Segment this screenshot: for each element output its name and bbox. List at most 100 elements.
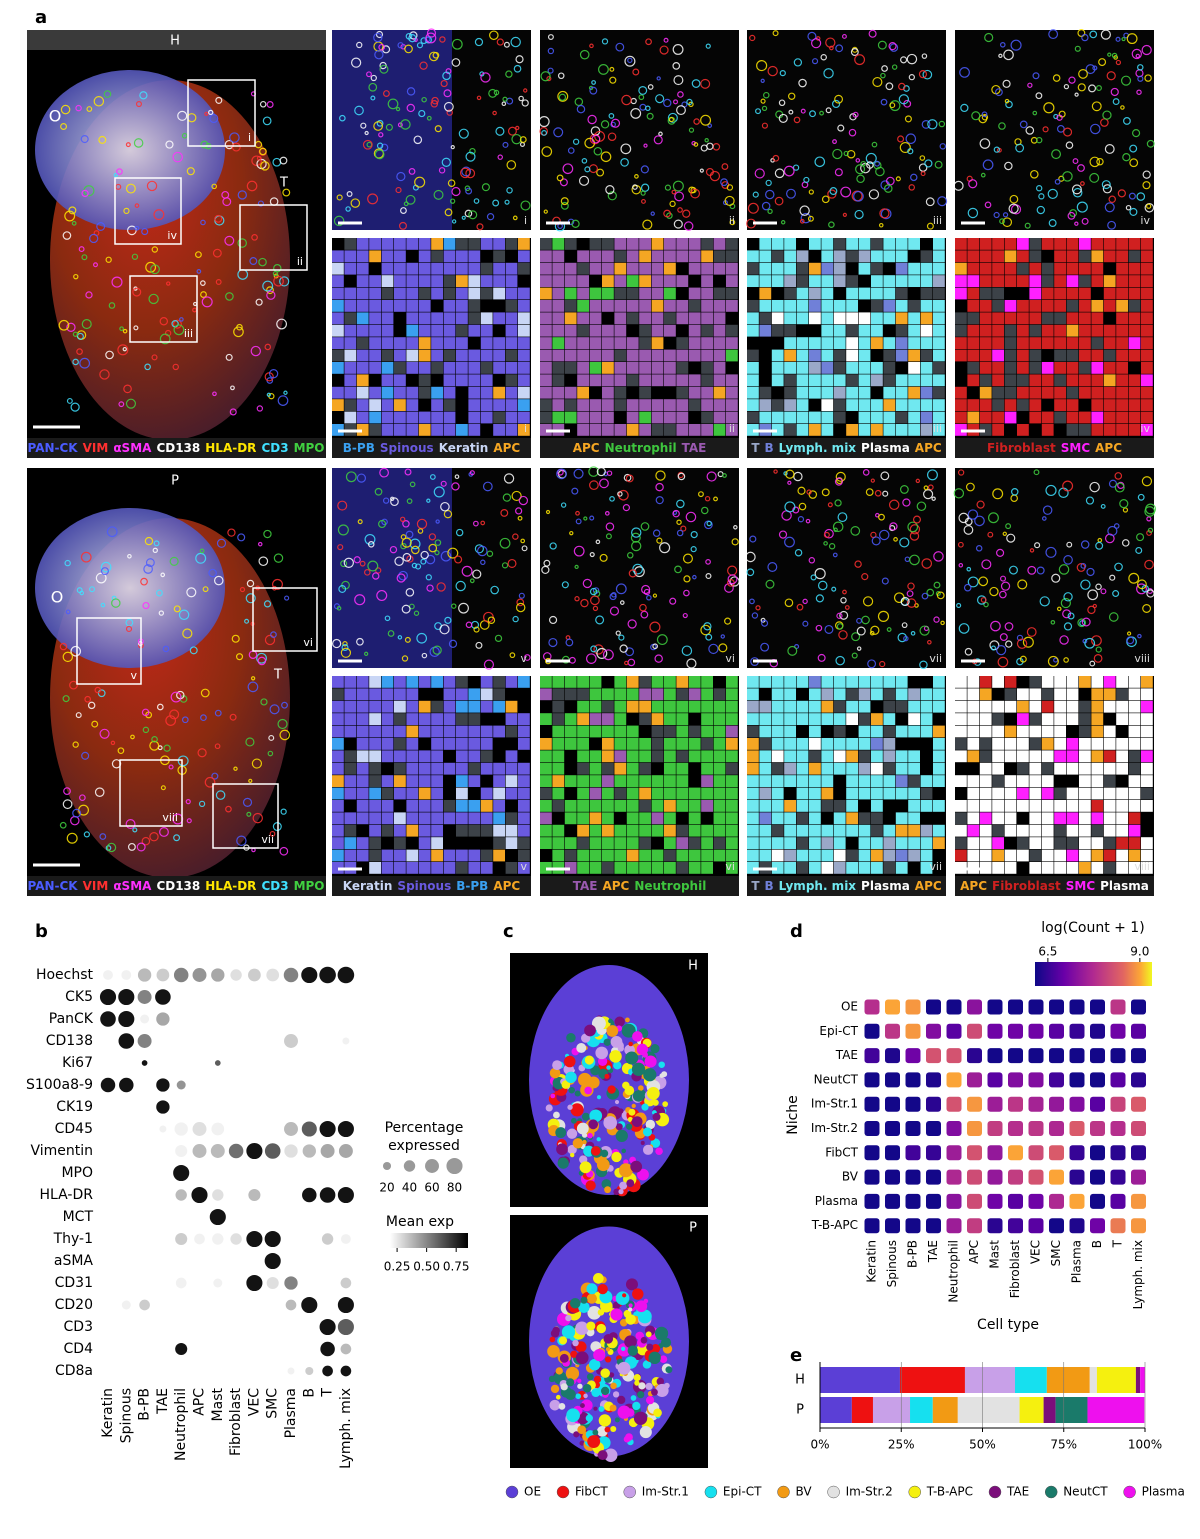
texture <box>617 491 623 497</box>
segment-cell <box>443 411 456 424</box>
segment-cell <box>726 837 738 849</box>
texture <box>682 553 693 564</box>
row-label: CD3 <box>64 1319 93 1335</box>
segment-cell <box>771 349 784 362</box>
segment-cell <box>468 411 481 424</box>
texture <box>98 135 107 144</box>
segment-cell <box>381 837 394 849</box>
segment-cell <box>846 324 858 337</box>
zoom-id: vi <box>725 652 735 665</box>
segment-cell <box>626 324 639 337</box>
segment-cell <box>833 849 846 862</box>
zoom-id: vi <box>725 860 735 873</box>
texture <box>1135 53 1141 59</box>
texture <box>1126 636 1135 645</box>
texture <box>367 193 379 205</box>
texture <box>708 643 719 655</box>
texture <box>677 472 686 481</box>
dot <box>211 1122 225 1136</box>
segment-cell <box>602 812 614 825</box>
segment-cell <box>883 824 896 837</box>
segment-cell <box>369 411 381 424</box>
map-region <box>653 1408 662 1418</box>
texture <box>989 586 999 597</box>
texture <box>921 558 933 569</box>
segment-cell <box>1103 738 1116 750</box>
segment-cell <box>784 762 796 775</box>
segment-cell <box>369 713 381 725</box>
map-region <box>596 1137 601 1142</box>
texture <box>994 88 1003 97</box>
segment-cell <box>1041 762 1054 775</box>
texture <box>1144 202 1155 213</box>
segment-cell <box>356 424 369 436</box>
segment-cell <box>771 837 784 849</box>
texture <box>198 800 206 808</box>
segment-cell <box>992 700 1004 713</box>
texture <box>925 197 935 207</box>
segment-cell <box>418 800 431 812</box>
texture <box>1128 572 1140 584</box>
texture <box>731 538 739 546</box>
heat-cell <box>905 1096 921 1112</box>
texture <box>605 522 615 531</box>
segment-cell <box>443 324 456 337</box>
segment-cell <box>589 812 602 825</box>
texture <box>574 97 584 107</box>
segment-cell <box>883 775 896 787</box>
segment-cell <box>639 324 651 337</box>
texture <box>513 64 522 73</box>
texture <box>832 521 844 533</box>
segment-cell <box>493 775 505 787</box>
texture <box>1137 633 1142 639</box>
segment-cell <box>846 287 858 300</box>
texture <box>233 766 238 771</box>
texture <box>263 600 272 608</box>
segment-cell <box>871 300 883 312</box>
dot <box>301 1296 318 1314</box>
segment-cell <box>456 800 468 812</box>
segment-cell <box>967 386 980 399</box>
segment-cell <box>908 700 920 713</box>
texture <box>797 486 806 495</box>
zoom-id: v <box>520 860 527 873</box>
segment-cell <box>540 824 552 837</box>
segment-cell <box>505 800 518 812</box>
segment-cell <box>602 824 614 837</box>
texture <box>378 43 386 51</box>
segment-cell <box>1091 300 1104 312</box>
segment-cell <box>651 837 664 849</box>
segment-cell <box>883 238 896 250</box>
map-region <box>588 1119 599 1130</box>
texture <box>378 519 387 529</box>
segment-cell <box>796 713 809 725</box>
segment-cell <box>418 713 431 725</box>
segment-cell <box>369 800 381 812</box>
texture <box>442 71 451 81</box>
segment-cell <box>747 411 759 424</box>
segment-cell <box>992 374 1004 387</box>
texture <box>122 346 127 352</box>
map-region <box>621 1023 636 1038</box>
texture <box>490 585 499 595</box>
color-word: Keratin <box>439 441 489 455</box>
texture <box>172 319 182 329</box>
texture <box>630 108 642 119</box>
segment-cell <box>1116 300 1128 312</box>
texture <box>231 142 241 152</box>
size-key <box>403 1160 416 1172</box>
segment-cell <box>1029 775 1042 787</box>
segment-cell <box>456 250 468 263</box>
texture <box>515 602 526 613</box>
epithelium <box>332 468 452 668</box>
texture <box>688 186 696 194</box>
texture <box>1002 79 1011 88</box>
texture <box>774 168 785 179</box>
segment-cell <box>871 787 883 800</box>
texture <box>1089 156 1101 168</box>
type-bar <box>955 438 1154 458</box>
segment-cell <box>540 862 552 874</box>
texture <box>1056 124 1065 133</box>
heat-cell <box>1028 1145 1044 1161</box>
dot <box>320 1341 335 1357</box>
